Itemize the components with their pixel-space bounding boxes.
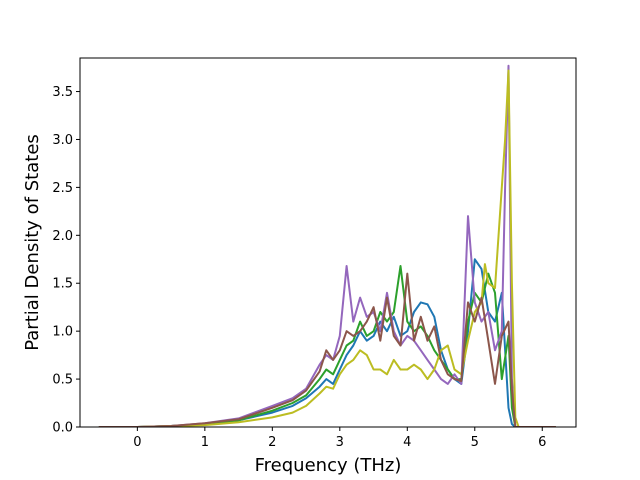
y-tick-label: 2.0 xyxy=(52,229,73,244)
x-tick-label: 4 xyxy=(403,435,411,450)
x-tick-label: 3 xyxy=(336,435,344,450)
series-line-3 xyxy=(98,64,556,427)
y-tick-label: 3.5 xyxy=(52,85,73,100)
x-tick-label: 0 xyxy=(133,435,141,450)
x-tick-label: 5 xyxy=(471,435,479,450)
y-tick-label: 1.5 xyxy=(52,277,73,292)
y-tick-label: 0.0 xyxy=(52,421,73,436)
series-line-1 xyxy=(98,258,556,427)
x-tick-label: 6 xyxy=(538,435,546,450)
x-axis: 0 1 2 3 4 5 6 xyxy=(133,427,546,450)
x-tick-label: 1 xyxy=(201,435,209,450)
x-axis-label: Frequency (THz) xyxy=(255,455,402,476)
y-axis-label: Partial Density of States xyxy=(22,134,43,351)
y-axis: 0.0 0.5 1.0 1.5 2.0 2.5 3.0 3.5 xyxy=(52,85,80,436)
series-line-5 xyxy=(98,272,556,427)
series-line-2 xyxy=(98,265,556,427)
y-tick-label: 1.0 xyxy=(52,325,73,340)
y-tick-label: 3.0 xyxy=(52,133,73,148)
y-tick-label: 2.5 xyxy=(52,181,73,196)
y-tick-label: 0.5 xyxy=(52,373,73,388)
series-line-4 xyxy=(98,69,556,427)
plot-frame xyxy=(79,57,577,428)
series-layer xyxy=(98,64,556,427)
x-tick-label: 2 xyxy=(268,435,276,450)
